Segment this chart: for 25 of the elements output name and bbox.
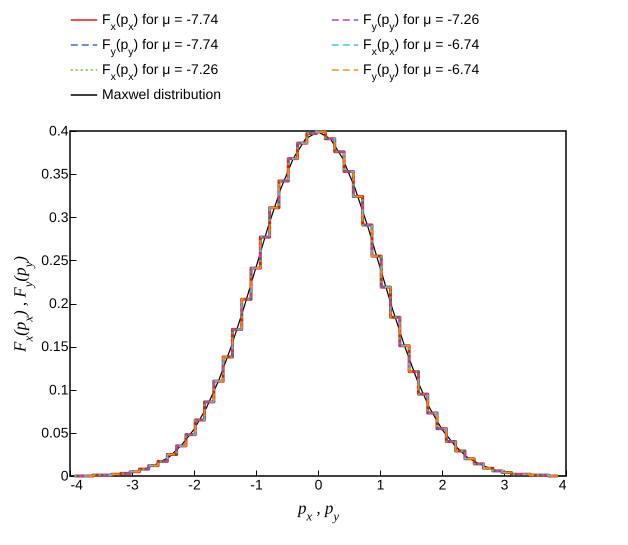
legend-label: F$_{y}$(p$_{y}$) for μ = -7.26	[363, 11, 480, 33]
y-tick-label: 0.4	[49, 122, 69, 138]
y-tick-label: 0.35	[41, 166, 69, 182]
y-tick-label: 0.15	[41, 338, 69, 354]
y-tick-label: 0.3	[49, 208, 69, 225]
y-tick-label: 0.25	[41, 252, 69, 268]
x-axis-title: p$_{x}$ , p$_{y}$	[296, 498, 340, 524]
x-tick-label: -1	[250, 476, 263, 492]
y-tick-label: 0.1	[49, 381, 69, 398]
legend-label: F$_{y}$(p$_{y}$) for μ = -7.74	[102, 36, 218, 58]
x-tick-label: 0	[314, 476, 323, 492]
y-tick-label: 0.05	[41, 424, 69, 440]
legend-label: F$_{x}$(p$_{x}$) for μ = -7.26	[102, 61, 218, 83]
x-tick-label: 1	[376, 476, 385, 492]
legend-label: F$_{x}$(p$_{x}$) for μ = -7.74	[102, 11, 218, 33]
y-tick-label: 0.2	[49, 295, 69, 311]
legend-label: Maxwel distribution	[102, 86, 222, 102]
legend-label: F$_{y}$(p$_{y}$) for μ = -6.74	[363, 61, 480, 83]
x-tick-label: 4	[558, 476, 567, 492]
x-tick-label: -3	[126, 476, 139, 492]
x-tick-label: -2	[188, 476, 201, 492]
x-tick-label: 3	[500, 476, 509, 492]
x-tick-label: 2	[438, 476, 447, 492]
legend-label: F$_{x}$(p$_{x}$) for μ = -6.74	[363, 36, 480, 58]
x-tick-label: -4	[70, 476, 84, 492]
